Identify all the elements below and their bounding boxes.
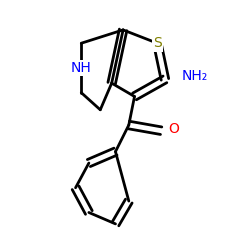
Text: S: S	[153, 36, 162, 50]
Text: NH₂: NH₂	[182, 68, 208, 82]
Text: O: O	[169, 122, 179, 136]
Text: NH: NH	[71, 61, 92, 75]
